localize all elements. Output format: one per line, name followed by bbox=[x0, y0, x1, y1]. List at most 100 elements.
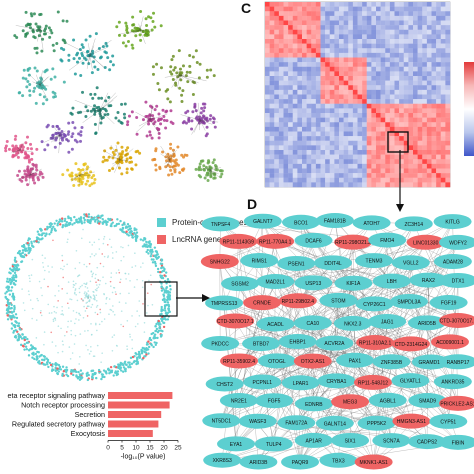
protein-node: PCPNL1 bbox=[243, 374, 282, 390]
cluster-edge bbox=[179, 74, 198, 85]
heatmap-cell bbox=[288, 140, 293, 146]
protein-point bbox=[22, 255, 26, 259]
protein-point bbox=[45, 232, 48, 235]
heatmap-cell bbox=[440, 62, 446, 67]
protein-point bbox=[47, 365, 50, 369]
protein-point bbox=[147, 352, 150, 355]
protein-point bbox=[75, 282, 77, 285]
heatmap-cell bbox=[357, 71, 363, 77]
cluster-node bbox=[33, 86, 37, 90]
heatmap-cell bbox=[265, 43, 270, 49]
cluster-edge bbox=[177, 70, 181, 76]
heatmap-cell bbox=[315, 89, 321, 95]
heatmap-cell bbox=[343, 140, 349, 146]
protein-node: DCAF6 bbox=[294, 232, 333, 248]
heatmap-cell bbox=[297, 66, 303, 72]
protein-point bbox=[41, 254, 44, 257]
heatmap-cell bbox=[352, 20, 358, 26]
heatmap-cell bbox=[376, 6, 381, 12]
heatmap-cell bbox=[389, 117, 395, 123]
heatmap-cell bbox=[362, 173, 367, 178]
cluster-node bbox=[130, 110, 134, 114]
protein-point bbox=[63, 219, 67, 223]
cluster-node bbox=[77, 183, 81, 187]
heatmap-cell bbox=[288, 99, 293, 104]
protein-point bbox=[41, 294, 43, 297]
cluster-node bbox=[148, 114, 152, 118]
heatmap-cell bbox=[371, 182, 377, 188]
heatmap-cell bbox=[366, 113, 372, 118]
cluster-node bbox=[52, 49, 56, 53]
cluster-edge bbox=[29, 168, 42, 176]
heatmap-cell bbox=[269, 94, 275, 100]
protein-point bbox=[90, 271, 93, 273]
heatmap-cell bbox=[274, 62, 280, 67]
protein-point bbox=[100, 361, 102, 363]
heatmap-cell bbox=[288, 48, 293, 54]
protein-point bbox=[95, 294, 98, 297]
heatmap-cell bbox=[445, 52, 451, 58]
heatmap-cell bbox=[357, 122, 363, 128]
protein-node: XKR8S3 bbox=[203, 452, 242, 468]
network-edge bbox=[352, 261, 453, 324]
protein-point bbox=[98, 220, 102, 223]
protein-point bbox=[29, 248, 32, 252]
cluster-node bbox=[124, 44, 128, 48]
heatmap-cell bbox=[389, 85, 395, 91]
protein-point bbox=[105, 296, 108, 299]
heatmap-cell bbox=[339, 163, 344, 169]
heatmap-cell bbox=[311, 94, 317, 100]
cluster-node bbox=[188, 64, 192, 68]
protein-point bbox=[9, 282, 12, 286]
heatmap-cell bbox=[329, 34, 335, 40]
heatmap-cell bbox=[426, 122, 432, 128]
heatmap-cell bbox=[315, 126, 321, 132]
protein-point bbox=[54, 362, 57, 365]
heatmap-cell bbox=[269, 182, 275, 188]
heatmap-cell bbox=[352, 177, 358, 183]
cluster-node bbox=[77, 167, 81, 171]
heatmap-cell bbox=[329, 140, 335, 146]
heatmap-cell bbox=[302, 39, 307, 44]
heatmap-cell bbox=[366, 103, 372, 109]
heatmap-cell bbox=[431, 29, 437, 35]
cluster-node bbox=[35, 84, 39, 88]
network-edge bbox=[261, 240, 314, 303]
heatmap-cell bbox=[413, 177, 418, 183]
heatmap-cell bbox=[440, 25, 446, 30]
cluster-node bbox=[42, 32, 46, 36]
lncrna-node: RP11-29B02.4 bbox=[278, 293, 317, 309]
lncrna-point bbox=[96, 313, 99, 316]
bar-category-label: Secretion bbox=[75, 410, 105, 419]
heatmap-cell bbox=[325, 2, 330, 7]
protein-point bbox=[85, 344, 87, 347]
protein-point bbox=[85, 265, 88, 268]
node-label: SMPDL3A bbox=[397, 299, 421, 305]
heatmap-cell bbox=[394, 71, 400, 77]
cluster-node bbox=[181, 168, 185, 172]
heatmap-cell bbox=[265, 11, 270, 17]
heatmap-cell bbox=[376, 159, 381, 165]
node-ellipse bbox=[391, 255, 430, 271]
heatmap-cell bbox=[320, 80, 326, 86]
heatmap-cell bbox=[380, 71, 386, 77]
protein-point bbox=[91, 333, 93, 336]
protein-point bbox=[157, 270, 160, 274]
protein-point bbox=[104, 282, 107, 285]
circular-network-figure bbox=[4, 213, 178, 382]
heatmap-cell bbox=[436, 131, 441, 137]
protein-point bbox=[79, 333, 82, 335]
heatmap-cell bbox=[329, 62, 335, 67]
heatmap-cell bbox=[283, 145, 289, 151]
cluster-edge bbox=[29, 172, 37, 176]
protein-point bbox=[13, 263, 16, 267]
heatmap-cell bbox=[269, 177, 275, 183]
heatmap-cell bbox=[366, 173, 372, 178]
heatmap-cell bbox=[362, 25, 367, 30]
heatmap-cell bbox=[283, 52, 289, 58]
heatmap-cell bbox=[348, 57, 354, 63]
node-ellipse bbox=[294, 232, 333, 248]
protein-point bbox=[129, 333, 131, 336]
heatmap-cell bbox=[348, 131, 354, 137]
heatmap-cell bbox=[325, 168, 330, 174]
